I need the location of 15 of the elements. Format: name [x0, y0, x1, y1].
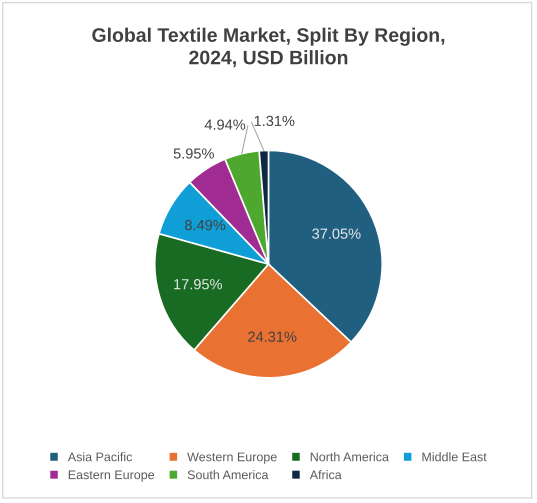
chart-title: Global Textile Market, Split By Region, 2024, USD Billion — [92, 28, 444, 68]
legend-label: Western Europe — [187, 452, 277, 464]
data-label: 5.95% — [174, 148, 214, 159]
data-label: 24.31% — [248, 332, 296, 342]
legend-label: South America — [188, 470, 268, 480]
legend-label: Eastern Europe — [68, 470, 154, 482]
data-label: 17.95% — [174, 279, 222, 290]
legend-label: North America — [310, 452, 389, 462]
data-label: 4.94% — [204, 119, 246, 130]
legend-label: Middle East — [422, 452, 487, 462]
legend-label: Asia Pacific — [68, 452, 132, 462]
legend-label: Africa — [310, 470, 342, 480]
data-label: 8.49% — [184, 220, 226, 230]
data-label: 1.31% — [254, 116, 294, 126]
data-label: 37.05% — [312, 228, 361, 239]
